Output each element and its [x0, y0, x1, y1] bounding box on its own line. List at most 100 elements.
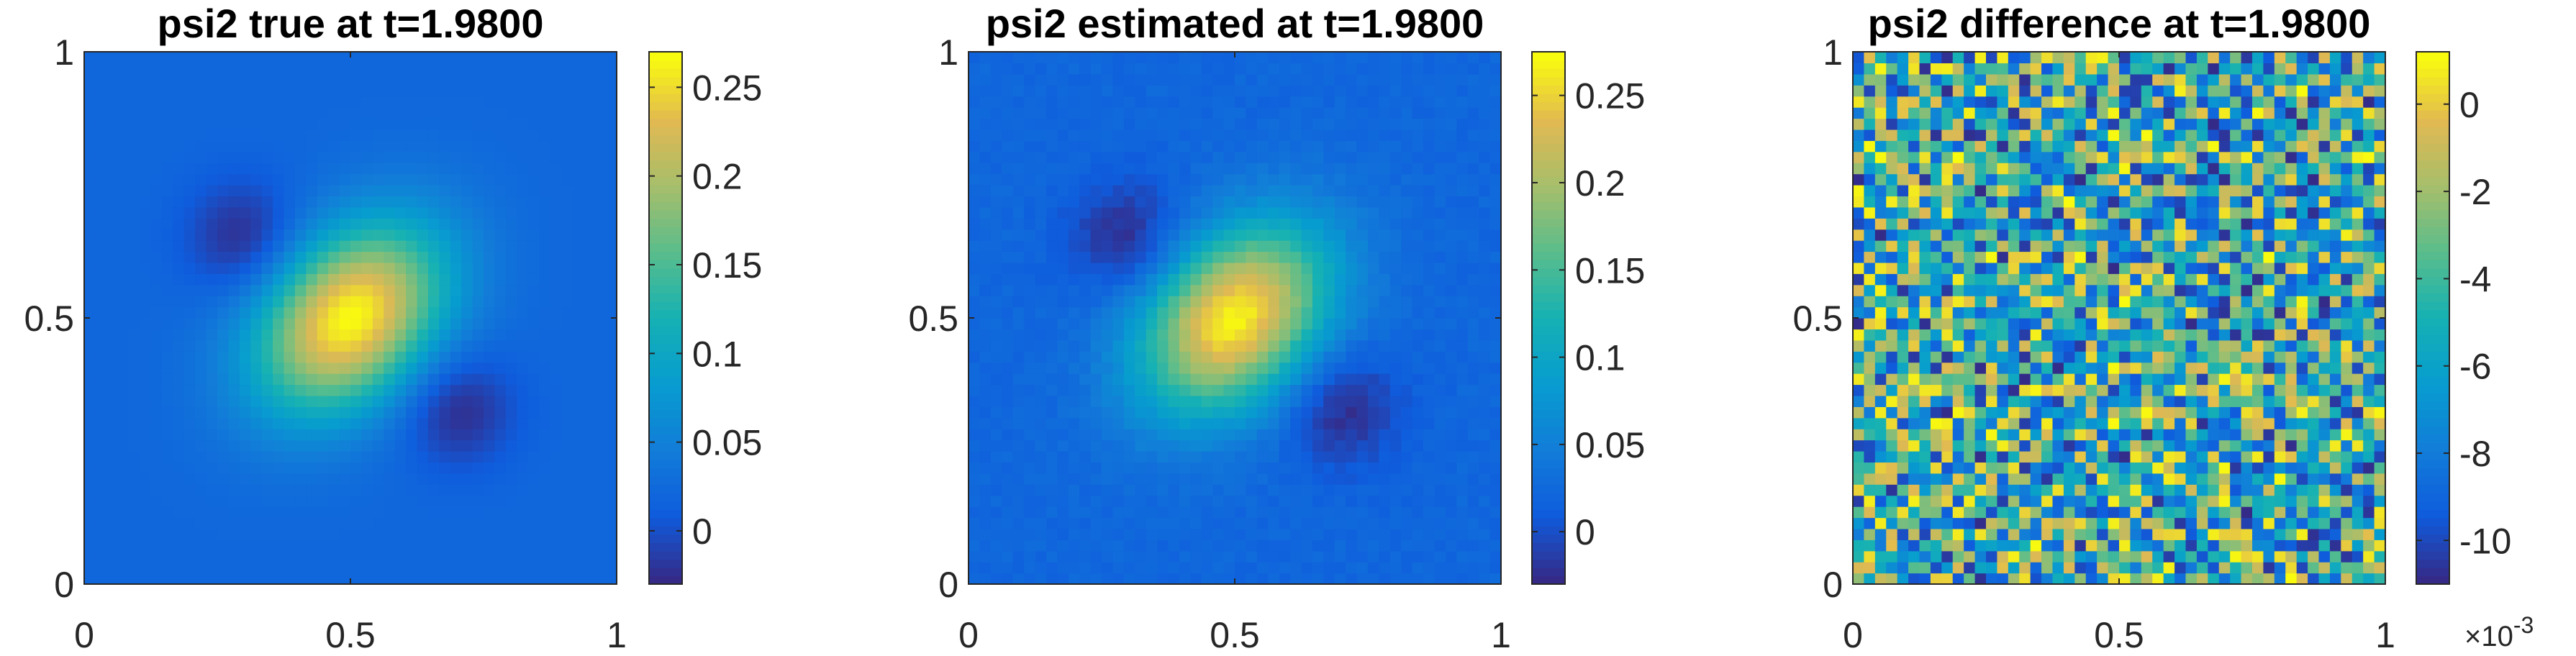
heatmap-cell [228, 52, 240, 64]
heatmap-cell [1312, 151, 1324, 163]
heatmap-cell [561, 439, 573, 452]
heatmap-cell [1168, 107, 1180, 119]
heatmap-cell [1223, 573, 1235, 585]
heatmap-cell [284, 107, 296, 119]
heatmap-cell [117, 484, 130, 496]
heatmap-cell [1268, 406, 1280, 419]
heatmap-cell [450, 451, 462, 463]
heatmap-cell [439, 539, 451, 552]
heatmap-cell [1489, 528, 1502, 540]
heatmap-cell [1434, 173, 1446, 186]
heatmap-cell [583, 163, 595, 175]
heatmap-cell [969, 129, 981, 141]
heatmap-cell [1068, 318, 1080, 330]
heatmap-cell [550, 362, 562, 374]
heatmap-cell [517, 173, 529, 186]
heatmap-cell [140, 262, 152, 274]
heatmap-cell [1123, 206, 1135, 219]
heatmap-cell [561, 362, 573, 374]
heatmap-cell [1334, 562, 1346, 574]
heatmap-cell [183, 118, 196, 130]
heatmap-cell [150, 573, 163, 585]
heatmap-cell [1423, 262, 1436, 274]
heatmap-cell [406, 473, 418, 485]
heatmap-cell [339, 562, 351, 574]
heatmap-cell [1002, 562, 1014, 574]
heatmap-cell [1268, 273, 1280, 286]
heatmap-cell [1886, 273, 1898, 286]
heatmap-cell [394, 439, 407, 452]
heatmap-cell [1102, 240, 1114, 252]
heatmap-cell [1035, 451, 1047, 463]
heatmap-cell [339, 140, 351, 152]
heatmap-cell [1212, 262, 1225, 274]
heatmap-cell [1235, 262, 1247, 274]
heatmap-cell [1456, 85, 1469, 97]
heatmap-cell [472, 384, 484, 396]
heatmap-cell [427, 373, 440, 386]
heatmap-cell [1356, 284, 1369, 296]
heatmap-cell [317, 573, 329, 585]
heatmap-cell [1401, 140, 1413, 152]
heatmap-cell [1146, 351, 1158, 363]
colorbar-segment [1532, 118, 1565, 127]
heatmap-cell [328, 96, 340, 108]
heatmap-cell [427, 52, 440, 64]
heatmap-cell [250, 206, 263, 219]
heatmap-cell [539, 462, 551, 474]
heatmap-cell [161, 140, 173, 152]
heatmap-cell [140, 251, 152, 263]
heatmap-cell [1168, 473, 1180, 485]
heatmap-cell [1368, 506, 1380, 519]
heatmap-cell [1434, 539, 1446, 552]
heatmap-cell [1046, 429, 1058, 441]
heatmap-cell [1356, 73, 1369, 86]
heatmap-cell [561, 406, 573, 419]
heatmap-cell [1479, 229, 1491, 241]
heatmap-cell [594, 439, 607, 452]
heatmap-cell [106, 484, 118, 496]
heatmap-cell [306, 63, 318, 75]
heatmap-cell [328, 318, 340, 330]
heatmap-cell [1279, 462, 1291, 474]
heatmap-cell [539, 118, 551, 130]
heatmap-cell [1046, 229, 1058, 241]
heatmap-cell [472, 451, 484, 463]
heatmap-cell [1323, 451, 1335, 463]
heatmap-cell [990, 484, 1002, 496]
heatmap-cell [1079, 196, 1092, 208]
heatmap-cell [284, 251, 296, 263]
heatmap-cell [1874, 439, 1887, 452]
heatmap-cell [1268, 484, 1280, 496]
heatmap-cell [605, 373, 617, 386]
heatmap-cell [1301, 550, 1313, 562]
heatmap-cell [1179, 296, 1191, 308]
heatmap-cell [1112, 318, 1125, 330]
heatmap-cell [140, 63, 152, 75]
heatmap-cell [406, 52, 418, 64]
colorbar-segment [1532, 209, 1565, 219]
heatmap-cell [1479, 96, 1491, 108]
colorbar-segment [1532, 484, 1565, 493]
heatmap-cell [261, 417, 273, 429]
heatmap-cell [350, 506, 363, 519]
heatmap-cell [1479, 406, 1491, 419]
heatmap-cell [217, 517, 230, 529]
heatmap-cell [1146, 340, 1158, 352]
heatmap-cell [472, 462, 484, 474]
heatmap-cell [561, 73, 573, 86]
heatmap-cell [1246, 506, 1258, 519]
heatmap-cell [1290, 473, 1302, 485]
heatmap-cell [527, 351, 540, 363]
heatmap-cell [1035, 439, 1047, 452]
heatmap-cell [1046, 439, 1058, 452]
heatmap-cell [1312, 462, 1324, 474]
heatmap-cell [1168, 373, 1180, 386]
heatmap-cell [1401, 163, 1413, 175]
heatmap-cell [372, 506, 384, 519]
heatmap-cell [1090, 284, 1102, 296]
heatmap-cell [461, 351, 473, 363]
heatmap-cell [150, 340, 163, 352]
heatmap-cell [84, 173, 96, 186]
heatmap-cell [1068, 373, 1080, 386]
